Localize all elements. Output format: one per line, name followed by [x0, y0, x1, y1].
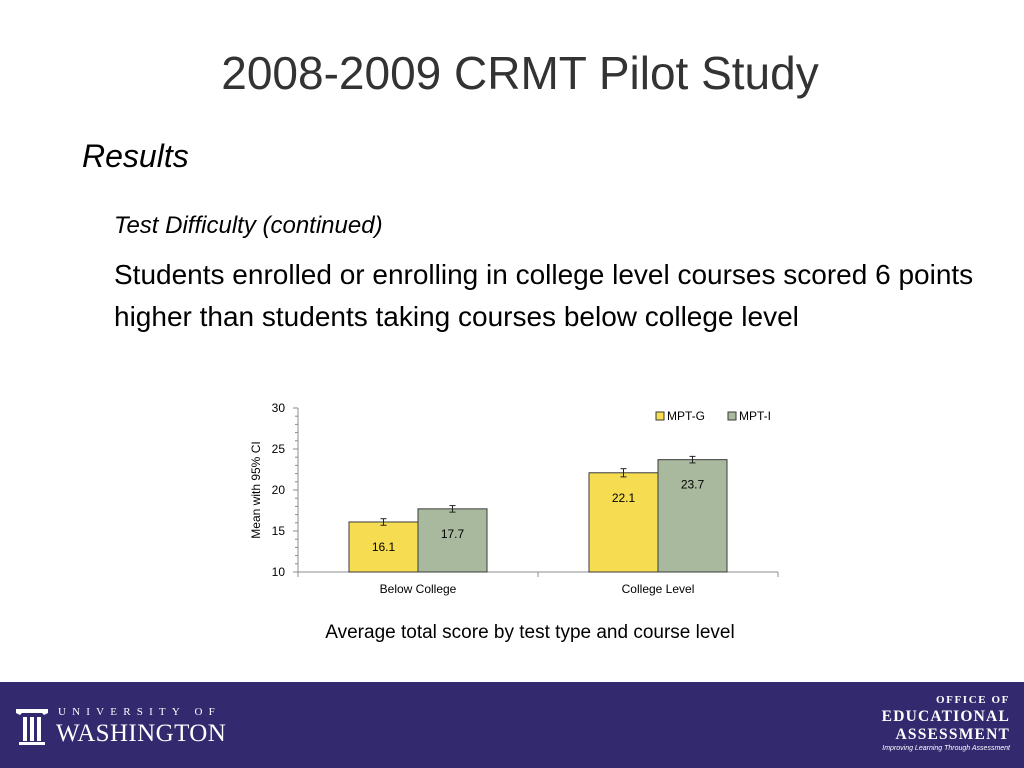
data-label: 23.7: [681, 478, 705, 492]
uw-logo: UNIVERSITY OF WASHINGTON: [14, 704, 238, 750]
bar-MPT-I-0: [417, 508, 488, 573]
section-heading: Results: [82, 138, 189, 174]
data-label: 16.1: [372, 540, 396, 554]
y-tick-label: 15: [272, 524, 286, 538]
body-text: Students enrolled or enrolling in colleg…: [114, 259, 974, 332]
footer-bar: UNIVERSITY OF WASHINGTON OFFICE OF EDUCA…: [0, 682, 1024, 768]
y-tick-label: 10: [272, 565, 286, 579]
y-tick-label: 25: [272, 442, 286, 456]
slide-title: 2008-2009 CRMT Pilot Study: [221, 47, 819, 99]
legend-swatch: [727, 411, 737, 421]
bar-MPT-G-0: [348, 521, 419, 573]
y-tick-label: 30: [272, 401, 286, 415]
oea-logo: OFFICE OF EDUCATIONAL ASSESSMENT Improvi…: [860, 694, 1010, 755]
chart-caption: Average total score by test type and cou…: [325, 622, 735, 643]
bar-chart: 10 15 20 25 30 Mean with 95% CI 16.1 17.7 Below …: [249, 401, 779, 596]
x-tick-label: College Level: [622, 582, 695, 596]
y-axis-title: Mean with 95% CI: [249, 441, 263, 538]
uw-logo-main-text: WASHINGTON: [56, 720, 227, 747]
oea-logo-line1: OFFICE OF: [936, 694, 1010, 706]
uw-column-icon: [16, 709, 48, 745]
subsection-heading: Test Difficulty (continued): [114, 212, 383, 239]
data-label: 17.7: [441, 527, 465, 541]
legend-label: MPT-I: [739, 409, 771, 423]
oea-logo-line2: EDUCATIONAL: [881, 708, 1010, 725]
bar-MPT-I-1: [657, 459, 728, 573]
uw-logo-top-text: UNIVERSITY OF: [58, 706, 221, 718]
bar-MPT-G-1: [588, 472, 659, 573]
data-label: 22.1: [612, 491, 636, 505]
legend-swatch: [655, 411, 665, 421]
legend-label: MPT-G: [667, 409, 705, 423]
oea-logo-tagline: Improving Learning Through Assessment: [882, 745, 1010, 752]
x-tick-label: Below College: [380, 582, 457, 596]
oea-logo-line3: ASSESSMENT: [895, 726, 1010, 743]
y-tick-label: 20: [272, 483, 286, 497]
